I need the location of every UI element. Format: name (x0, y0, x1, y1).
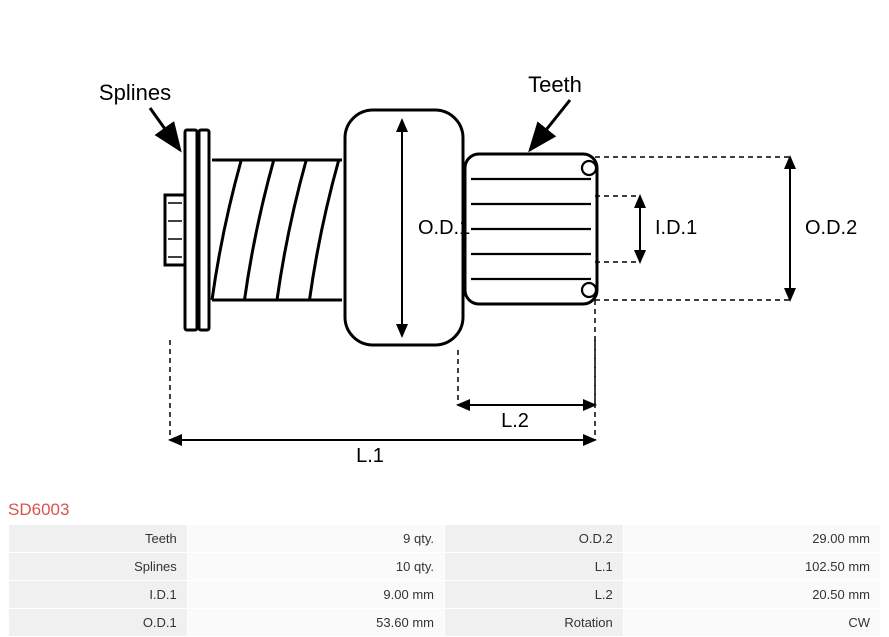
table-row: Splines10 qty.L.1102.50 mm (9, 553, 880, 580)
svg-text:O.D.2: O.D.2 (805, 217, 857, 239)
part-code: SD6003 (8, 500, 69, 520)
spec-value: 9.00 mm (188, 581, 444, 608)
svg-text:Splines: Splines (99, 80, 171, 105)
spec-label: Splines (9, 553, 187, 580)
spec-value: 102.50 mm (624, 553, 880, 580)
spec-value: 29.00 mm (624, 525, 880, 552)
spec-label: O.D.2 (445, 525, 623, 552)
spec-label: I.D.1 (9, 581, 187, 608)
spec-table: Teeth9 qty.O.D.229.00 mmSplines10 qty.L.… (8, 524, 881, 637)
table-row: O.D.153.60 mmRotationCW (9, 609, 880, 636)
spec-value: 10 qty. (188, 553, 444, 580)
spec-value: 53.60 mm (188, 609, 444, 636)
svg-text:I.D.1: I.D.1 (655, 217, 697, 239)
spec-label: Teeth (9, 525, 187, 552)
spec-value: CW (624, 609, 880, 636)
svg-text:Teeth: Teeth (528, 72, 582, 97)
spec-label: L.1 (445, 553, 623, 580)
spec-label: Rotation (445, 609, 623, 636)
spec-value: 20.50 mm (624, 581, 880, 608)
table-row: Teeth9 qty.O.D.229.00 mm (9, 525, 880, 552)
svg-text:L.1: L.1 (356, 445, 384, 467)
spec-value: 9 qty. (188, 525, 444, 552)
svg-text:L.2: L.2 (501, 410, 529, 432)
table-row: I.D.19.00 mmL.220.50 mm (9, 581, 880, 608)
svg-text:O.D.1: O.D.1 (418, 217, 470, 239)
spec-label: L.2 (445, 581, 623, 608)
technical-diagram: O.D.1 O.D.2 I.D.1 L.1 L.2 Splines Teeth (0, 0, 889, 500)
spec-label: O.D.1 (9, 609, 187, 636)
